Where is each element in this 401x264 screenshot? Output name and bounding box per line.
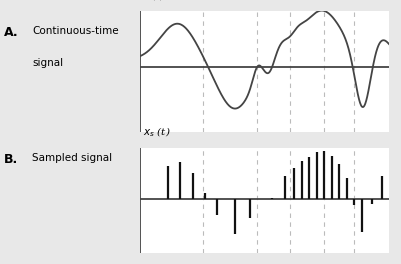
Text: Continuous-time: Continuous-time [32,26,119,36]
Text: signal: signal [32,58,63,68]
Text: $x_s$ (t): $x_s$ (t) [143,126,170,139]
Text: B.: B. [4,153,18,166]
Text: x (t): x (t) [143,0,164,1]
Text: Sampled signal: Sampled signal [32,153,112,163]
Text: A.: A. [4,26,18,39]
